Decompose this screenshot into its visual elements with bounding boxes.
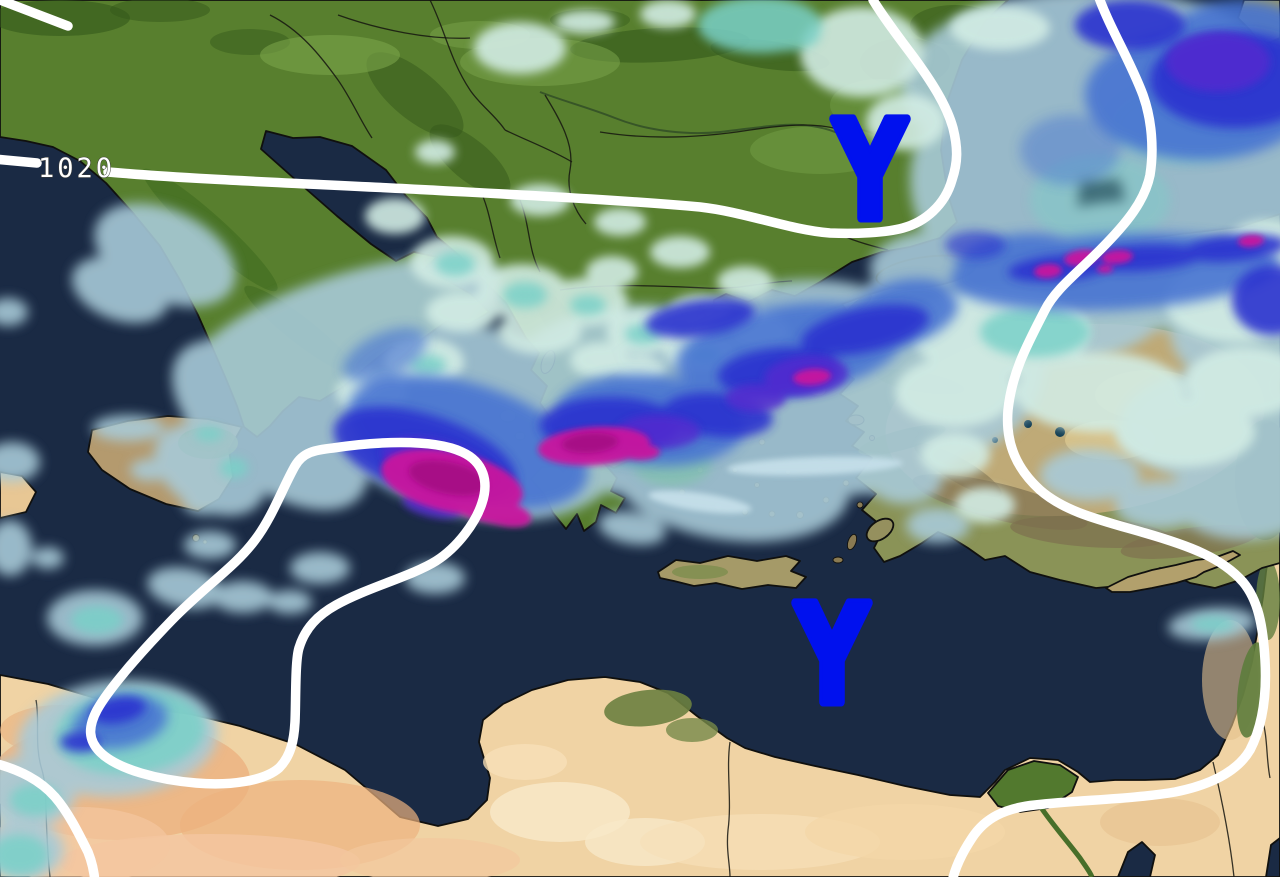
pressure-symbol-y-south: Y [794, 577, 870, 735]
gulf-of-aqaba [1265, 837, 1280, 877]
danube-river [539, 91, 881, 223]
kasos [832, 556, 844, 564]
pressure-symbol-y-north: Y [832, 93, 908, 251]
gulf-of-suez [1117, 841, 1156, 877]
cyprus [1105, 550, 1241, 593]
isobar-top-left-corner [0, 0, 73, 31]
precip-magenta-core [408, 432, 618, 496]
isobar-1020-left-segment [0, 154, 42, 168]
crete [657, 555, 807, 590]
cyrenaica-green [604, 689, 692, 727]
precip-light-strip [648, 456, 903, 514]
isobar-label-1020: 1020 [38, 153, 115, 184]
isobar-1020 [103, 0, 962, 239]
pressure-symbols: Y Y [790, 89, 911, 739]
nile-river [1037, 804, 1095, 877]
cyrenaica-green-2 [666, 718, 718, 742]
isobar-bottom-left [0, 759, 100, 877]
rhodes [865, 517, 895, 543]
isobar-right-s-curve [948, 0, 1271, 877]
crete-green [672, 565, 728, 579]
isobar-closed-low [85, 437, 490, 789]
karpathos [846, 533, 858, 551]
